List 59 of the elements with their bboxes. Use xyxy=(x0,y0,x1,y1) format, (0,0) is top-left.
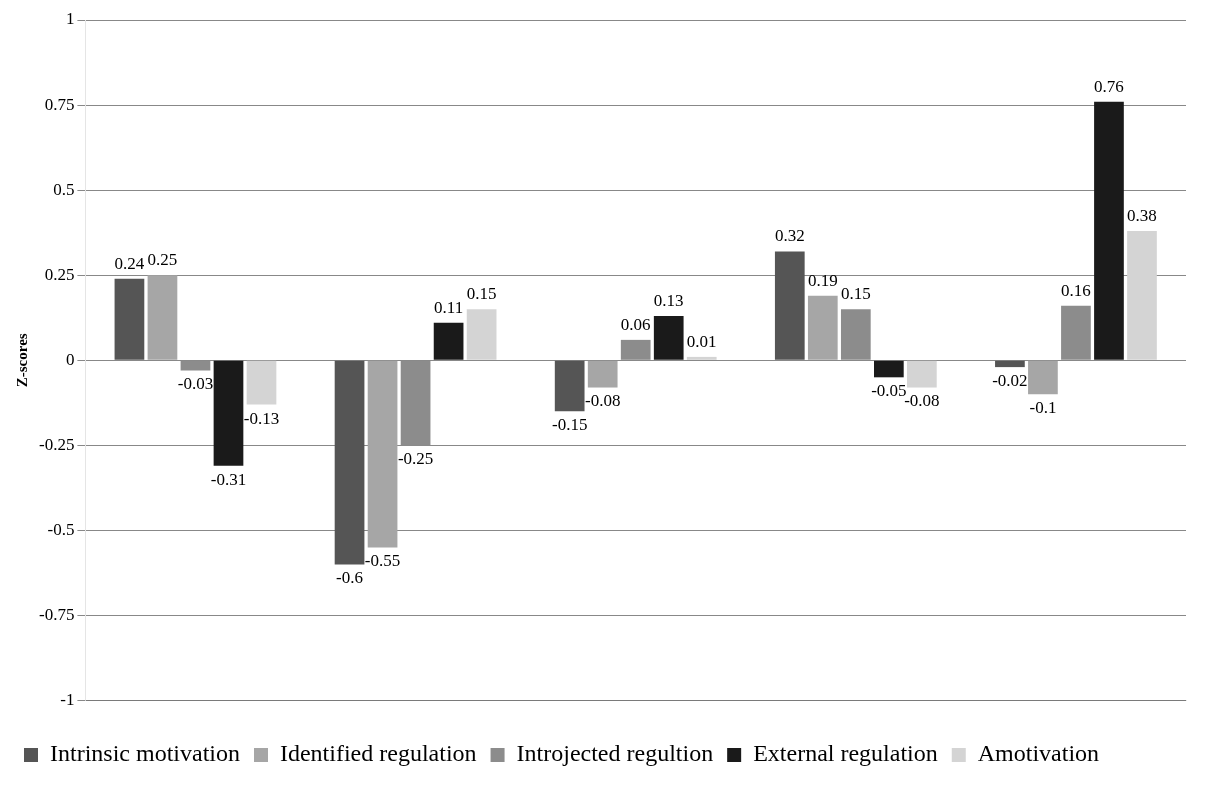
data-label: 0.76 xyxy=(1094,76,1124,96)
y-tick-label: 0.5 xyxy=(53,179,75,199)
y-tick-label: -0.5 xyxy=(47,519,75,539)
data-label: 0.25 xyxy=(147,250,178,270)
legend-label: Introjected regultion xyxy=(516,740,714,767)
bar xyxy=(466,309,497,360)
data-label: 0.13 xyxy=(653,291,684,311)
data-label: -0.1 xyxy=(1029,398,1057,418)
bar xyxy=(907,360,937,388)
data-label: 0.15 xyxy=(840,284,871,304)
data-label: -0.13 xyxy=(243,408,280,428)
bar xyxy=(334,360,365,565)
bar xyxy=(147,275,178,360)
legend-label: Identified regulation xyxy=(279,740,477,767)
legend-label: Intrinsic motivation xyxy=(50,740,240,767)
bar xyxy=(587,360,618,388)
y-tick-label: -0.75 xyxy=(38,604,75,624)
bar xyxy=(653,316,684,360)
bar xyxy=(114,278,145,360)
data-label: 0.15 xyxy=(466,284,497,304)
data-label: 0.24 xyxy=(114,253,145,273)
bar xyxy=(554,360,585,412)
data-label: -0.31 xyxy=(210,469,247,489)
data-label: 0.01 xyxy=(686,331,717,351)
data-label: 0.38 xyxy=(1127,205,1157,225)
data-label: -0.08 xyxy=(584,391,621,411)
bar xyxy=(1028,360,1058,395)
y-tick-label: 0.25 xyxy=(44,264,75,284)
y-tick-label: 0 xyxy=(65,349,75,369)
bar xyxy=(213,360,244,466)
bar xyxy=(873,360,904,378)
bar xyxy=(246,360,277,405)
y-tick-label: 1 xyxy=(65,9,75,29)
y-tick-label: -1 xyxy=(60,690,75,710)
bar xyxy=(1094,101,1124,360)
data-label: -0.6 xyxy=(336,568,364,588)
legend-label: Amotivation xyxy=(977,740,1100,767)
bar xyxy=(686,356,717,360)
bar xyxy=(995,360,1025,368)
y-tick-label: 0.75 xyxy=(44,94,75,114)
bar xyxy=(1127,230,1157,360)
data-label: -0.03 xyxy=(177,374,214,394)
legend-label: External regulation xyxy=(753,740,938,767)
data-label: -0.25 xyxy=(397,449,434,469)
data-label: 0.11 xyxy=(434,297,464,317)
data-label: -0.05 xyxy=(871,381,907,401)
y-tick-label: -0.25 xyxy=(38,434,75,454)
bar xyxy=(433,322,464,360)
data-label: -0.55 xyxy=(364,551,401,571)
data-label: 0.19 xyxy=(807,270,838,290)
y-axis-title: Z-scores xyxy=(13,333,30,388)
bar xyxy=(807,295,838,360)
bar xyxy=(774,251,805,360)
bar xyxy=(367,360,398,548)
data-label: -0.15 xyxy=(551,415,588,435)
data-label: 0.32 xyxy=(774,226,805,246)
data-label: -0.02 xyxy=(992,371,1028,391)
data-label: 0.16 xyxy=(1061,280,1091,300)
data-label: 0.06 xyxy=(620,314,651,334)
